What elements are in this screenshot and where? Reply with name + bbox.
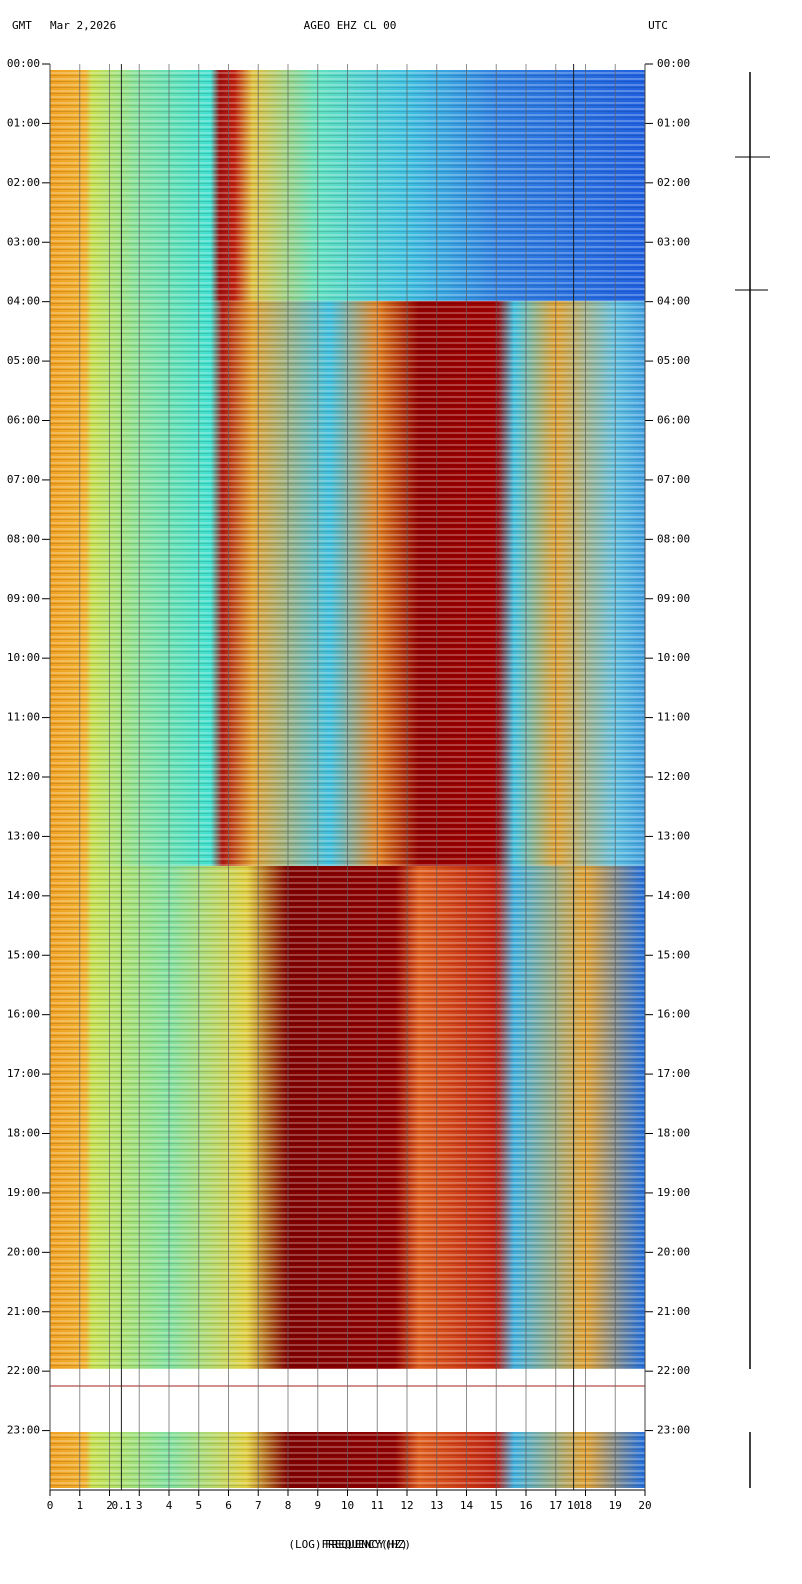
y-tick-label: 19:00 [7,1186,40,1199]
y-tick-label: 14:00 [7,889,40,902]
y-tick-label: 20:00 [657,1245,690,1258]
chart-title: AGEO EHZ CL 00 [304,19,397,32]
y-tick-label: 13:00 [657,829,690,842]
x-tick-label: 7 [255,1499,262,1512]
y-tick-label: 01:00 [657,116,690,129]
y-tick-label: 08:00 [657,532,690,545]
y-tick-label: 15:00 [7,948,40,961]
y-tick-label: 01:00 [7,116,40,129]
y-tick-label: 12:00 [657,770,690,783]
y-tick-label: 05:00 [657,354,690,367]
y-tick-label: 11:00 [7,711,40,724]
y-tick-label: 15:00 [657,948,690,961]
y-tick-label: 20:00 [7,1245,40,1258]
x-tick-label: 16 [519,1499,532,1512]
y-tick-label: 09:00 [657,592,690,605]
x-tick-label: 6 [225,1499,232,1512]
y-tick-label: 08:00 [7,532,40,545]
y-tick-label: 18:00 [657,1127,690,1140]
y-tick-label: 07:00 [657,473,690,486]
y-tick-label: 14:00 [657,889,690,902]
date: Mar 2,2026 [50,19,116,32]
y-tick-label: 07:00 [7,473,40,486]
x-axis-label: (LOG)FREQUENCY(HZ) [288,1538,407,1551]
x-tick-label: 0 [47,1499,54,1512]
x-tick-label: 13 [430,1499,443,1512]
log-tick-label: 10 [567,1499,580,1512]
x-tick-label: 3 [136,1499,143,1512]
y-tick-label: 04:00 [657,295,690,308]
y-tick-label: 00:00 [657,57,690,70]
y-tick-label: 03:00 [657,235,690,248]
log-tick-label: 0.1 [111,1499,131,1512]
y-tick-label: 17:00 [657,1067,690,1080]
y-tick-label: 23:00 [657,1424,690,1437]
x-axis-label-overlay: FREQUENCY(HZ) [325,1538,411,1551]
x-tick-label: 11 [371,1499,384,1512]
x-tick-label: 1 [76,1499,83,1512]
y-tick-label: 05:00 [7,354,40,367]
y-tick-label: 19:00 [657,1186,690,1199]
y-tick-label: 21:00 [7,1305,40,1318]
y-tick-label: 10:00 [7,651,40,664]
y-tick-label: 06:00 [657,414,690,427]
y-tick-label: 18:00 [7,1127,40,1140]
y-tick-label: 09:00 [7,592,40,605]
x-tick-label: 18 [579,1499,592,1512]
y-tick-label: 00:00 [7,57,40,70]
y-tick-label: 11:00 [657,711,690,724]
x-tick-label: 10 [341,1499,354,1512]
x-tick-label: 12 [400,1499,413,1512]
x-tick-label: 14 [460,1499,474,1512]
y-tick-label: 04:00 [7,295,40,308]
y-tick-label: 13:00 [7,829,40,842]
y-tick-label: 16:00 [657,1008,690,1021]
y-tick-label: 10:00 [657,651,690,664]
x-tick-label: 4 [166,1499,173,1512]
x-tick-label: 9 [314,1499,321,1512]
header-left: GMT [12,19,32,32]
y-tick-label: 16:00 [7,1008,40,1021]
header-right: UTC [648,19,668,32]
y-tick-label: 06:00 [7,414,40,427]
y-tick-label: 02:00 [657,176,690,189]
y-tick-label: 12:00 [7,770,40,783]
x-tick-label: 5 [195,1499,202,1512]
x-tick-label: 20 [638,1499,651,1512]
x-tick-label: 2 [106,1499,113,1512]
y-tick-label: 23:00 [7,1424,40,1437]
x-tick-label: 15 [490,1499,503,1512]
seismogram [735,72,770,1488]
y-tick-label: 22:00 [7,1364,40,1377]
x-tick-label: 17 [549,1499,562,1512]
y-tick-label: 22:00 [657,1364,690,1377]
y-tick-label: 21:00 [657,1305,690,1318]
y-tick-label: 17:00 [7,1067,40,1080]
y-tick-label: 02:00 [7,176,40,189]
y-tick-label: 03:00 [7,235,40,248]
x-tick-label: 19 [609,1499,622,1512]
x-tick-label: 8 [285,1499,292,1512]
